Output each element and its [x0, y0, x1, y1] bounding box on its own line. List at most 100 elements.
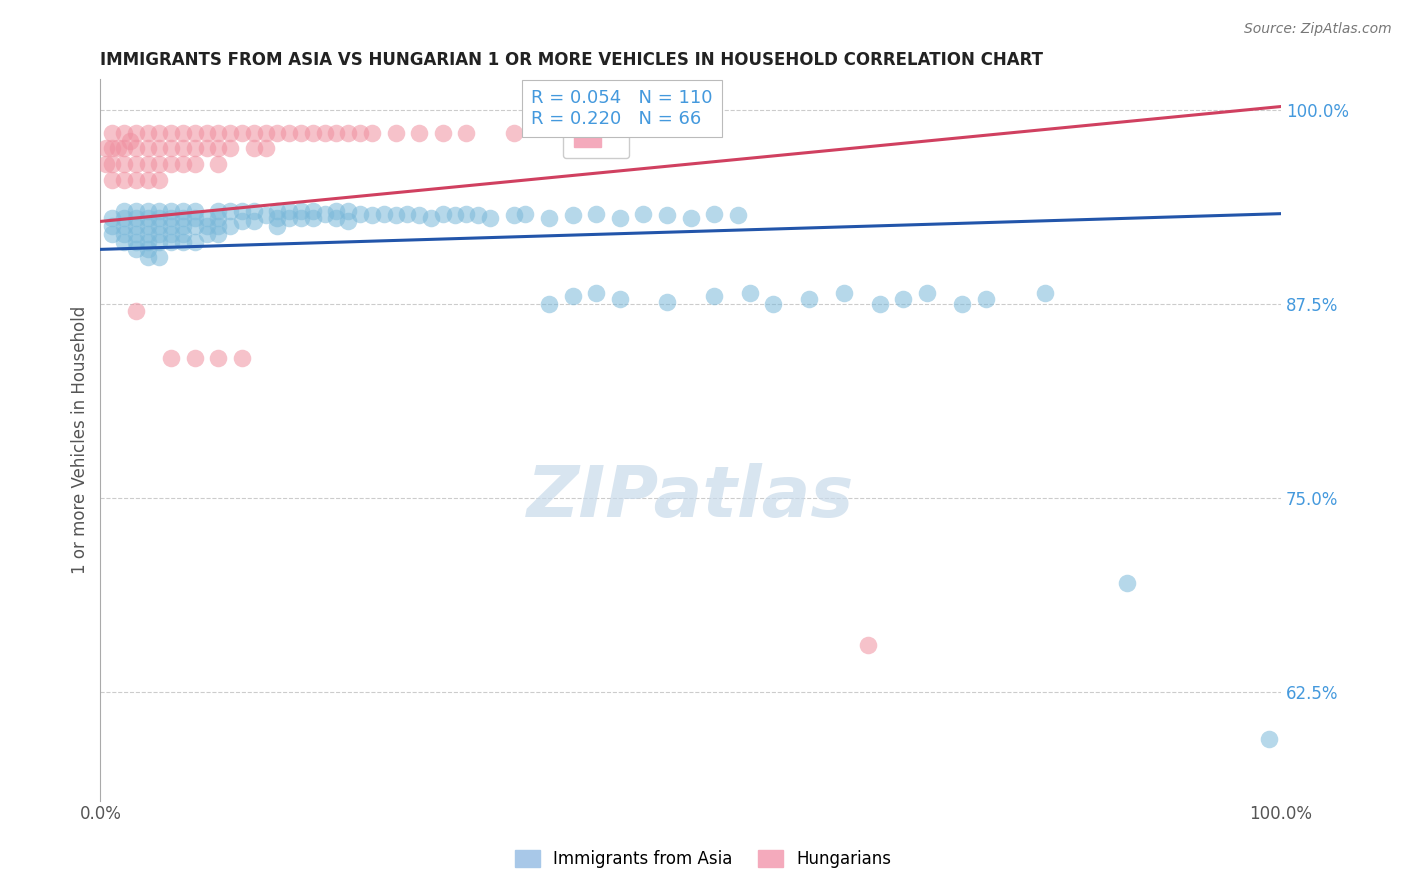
Point — [349, 207, 371, 221]
Point — [243, 203, 266, 218]
Point — [160, 157, 183, 171]
Point — [655, 295, 678, 310]
Point — [337, 126, 360, 140]
Point — [891, 292, 914, 306]
Point — [254, 141, 277, 155]
Point — [184, 211, 207, 226]
Point — [585, 207, 607, 221]
Point — [396, 207, 419, 221]
Point — [101, 219, 124, 233]
Point — [101, 157, 124, 171]
Point — [384, 208, 406, 222]
Point — [832, 285, 855, 300]
Point — [561, 289, 583, 303]
Point — [195, 227, 218, 241]
Point — [207, 141, 229, 155]
Point — [112, 141, 135, 155]
Point — [107, 141, 129, 155]
Point — [148, 172, 170, 186]
Point — [537, 211, 560, 226]
Text: ZIPatlas: ZIPatlas — [527, 463, 855, 532]
Point — [148, 157, 170, 171]
Point — [195, 126, 218, 140]
Point — [207, 157, 229, 171]
Point — [515, 207, 537, 221]
Point — [125, 126, 148, 140]
Point — [609, 211, 631, 226]
Point — [290, 211, 312, 226]
Point — [219, 126, 242, 140]
Point — [703, 289, 725, 303]
Point — [467, 208, 489, 222]
Point — [349, 126, 371, 140]
Point — [125, 211, 148, 226]
Point — [950, 296, 973, 310]
Text: Source: ZipAtlas.com: Source: ZipAtlas.com — [1244, 22, 1392, 37]
Point — [125, 227, 148, 241]
Point — [243, 141, 266, 155]
Point — [266, 219, 288, 233]
Point — [432, 126, 454, 140]
Point — [125, 304, 148, 318]
Point — [337, 214, 360, 228]
Point — [136, 211, 159, 226]
Text: R = 0.054   N = 110
R = 0.220   N = 66: R = 0.054 N = 110 R = 0.220 N = 66 — [531, 89, 713, 128]
Point — [195, 211, 218, 226]
Point — [502, 208, 524, 222]
Point — [974, 292, 997, 306]
Point — [125, 219, 148, 233]
Point — [1033, 285, 1056, 300]
Point — [136, 126, 159, 140]
Point — [172, 126, 194, 140]
Point — [160, 203, 183, 218]
Point — [207, 203, 229, 218]
Point — [184, 235, 207, 249]
Point — [125, 172, 148, 186]
Point — [314, 126, 336, 140]
Point — [112, 219, 135, 233]
Point — [136, 250, 159, 264]
Point — [537, 296, 560, 310]
Point — [195, 141, 218, 155]
Point — [136, 157, 159, 171]
Point — [762, 296, 785, 310]
Point — [290, 203, 312, 218]
Point — [184, 157, 207, 171]
Point — [148, 203, 170, 218]
Point — [118, 134, 141, 148]
Point — [172, 235, 194, 249]
Point — [679, 211, 702, 226]
Point — [231, 203, 253, 218]
Point — [160, 351, 183, 365]
Point — [738, 285, 761, 300]
Point — [243, 214, 266, 228]
Point — [184, 126, 207, 140]
Point — [207, 126, 229, 140]
Point — [148, 219, 170, 233]
Point — [219, 219, 242, 233]
Point — [136, 172, 159, 186]
Point — [148, 235, 170, 249]
Point — [148, 211, 170, 226]
Point — [136, 243, 159, 257]
Point — [207, 211, 229, 226]
Point — [148, 227, 170, 241]
Point — [101, 141, 124, 155]
Point — [727, 208, 749, 222]
Point — [561, 208, 583, 222]
Point — [125, 157, 148, 171]
Point — [125, 203, 148, 218]
Point — [243, 126, 266, 140]
Point — [136, 235, 159, 249]
Point — [633, 207, 655, 221]
Point — [290, 126, 312, 140]
Point — [314, 207, 336, 221]
Point — [112, 126, 135, 140]
Point — [184, 141, 207, 155]
Point — [266, 203, 288, 218]
Point — [585, 126, 607, 140]
Point — [278, 126, 301, 140]
Point — [160, 219, 183, 233]
Point — [172, 157, 194, 171]
Point — [797, 292, 820, 306]
